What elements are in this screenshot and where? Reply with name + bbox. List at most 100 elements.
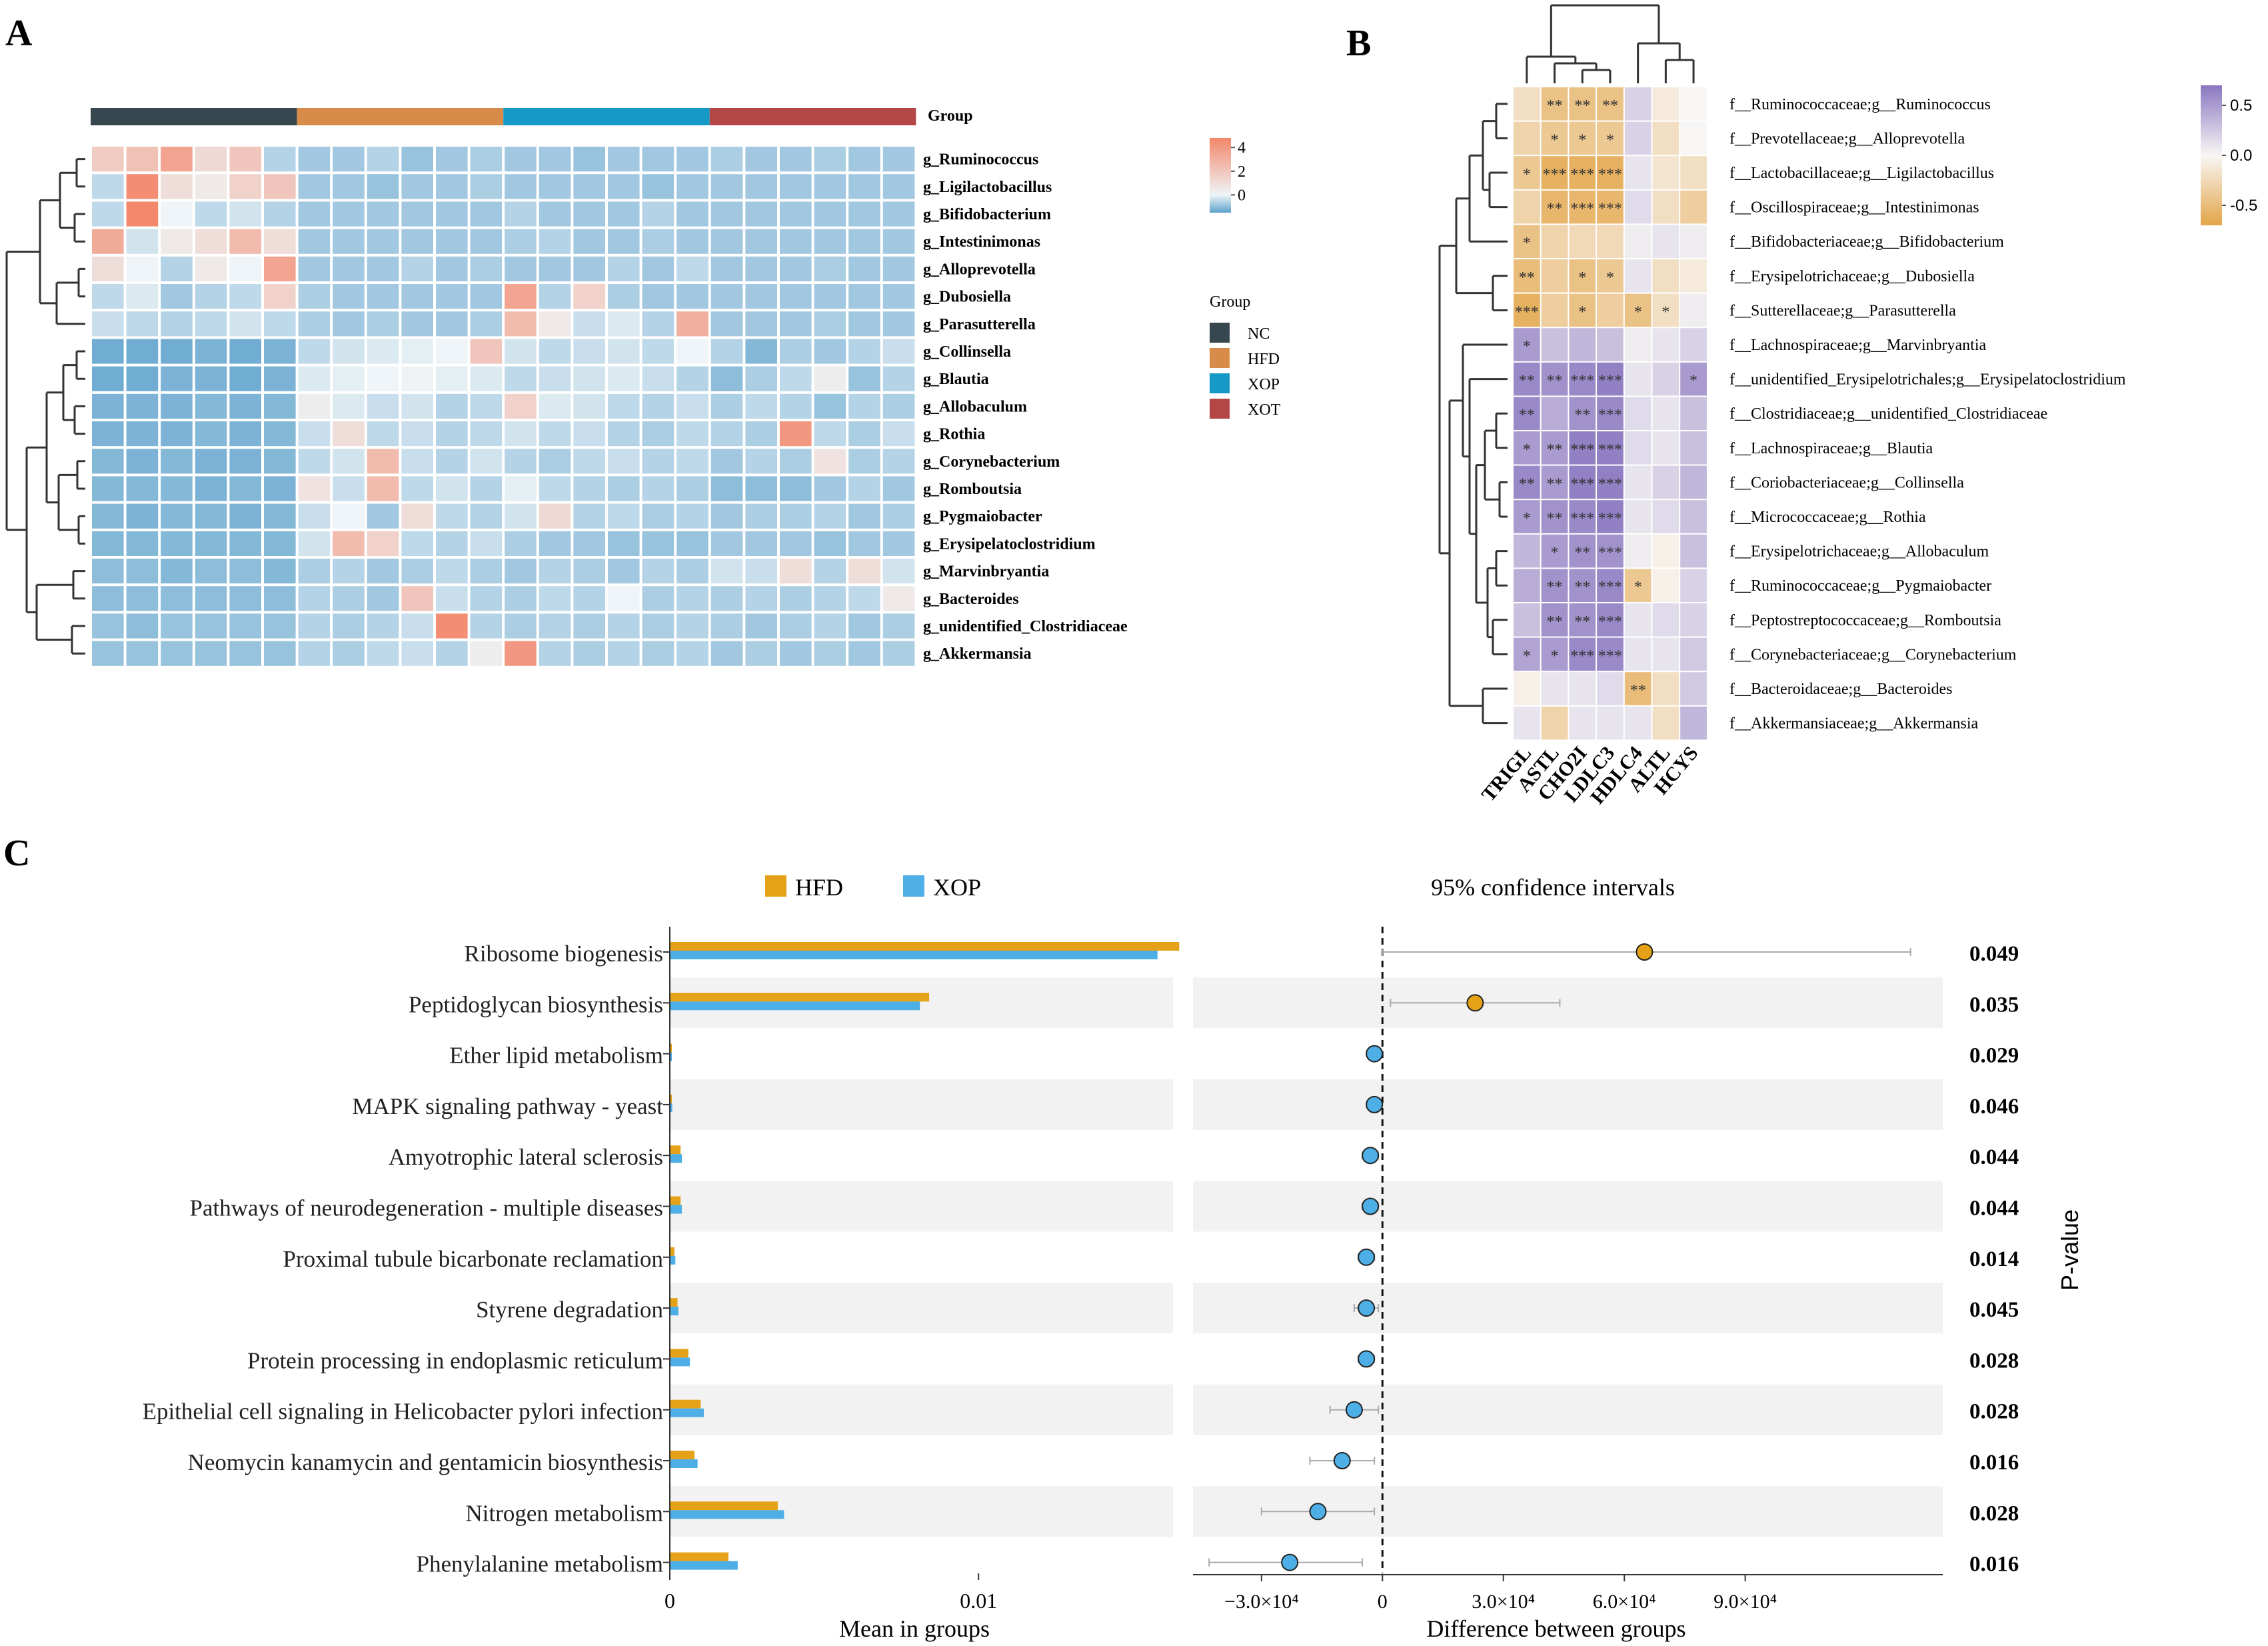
heatmap-a-cell [161, 311, 193, 337]
heatmap-a-cell [195, 393, 227, 419]
heatmap-a-cell [539, 339, 571, 364]
heatmap-a-cell [642, 393, 674, 419]
heatmap-a-cell [229, 421, 261, 447]
heatmap-a-cell [573, 449, 605, 474]
heatmap-a-row-label: g_Romboutsia [923, 481, 1022, 498]
heatmap-b-significance: *** [1570, 373, 1594, 390]
heatmap-a-cell [642, 586, 674, 611]
heatmap-b-significance: *** [1598, 201, 1622, 218]
bar-hfd [670, 1043, 672, 1053]
heatmap-b-cell [1514, 121, 1540, 155]
heatmap-b-cell [1514, 637, 1540, 671]
heatmap-b-significance: *** [1598, 166, 1622, 183]
heatmap-b-cell [1652, 569, 1680, 602]
heatmap-a-cell [710, 503, 743, 529]
heatmap-a-cell [161, 559, 193, 584]
pathway-label: Pathways of neurodegeneration - multiple… [190, 1195, 664, 1221]
ci-point [1345, 1401, 1363, 1419]
heatmap-a-cell [333, 147, 365, 172]
heatmap-b-significance: * [1523, 510, 1531, 527]
p-value: 0.014 [1969, 1247, 2019, 1271]
legend-a-label: XOT [1248, 401, 1281, 419]
heatmap-a-cell [745, 201, 777, 227]
heatmap-a-cell [401, 641, 433, 666]
ci-point [1281, 1553, 1299, 1571]
bar-panel-stripe [670, 1283, 1173, 1334]
heatmap-b-cell [1569, 362, 1596, 396]
heatmap-b-cell [1514, 431, 1540, 465]
heatmap-a-cell [505, 201, 537, 227]
heatmap-a-cell [401, 449, 433, 474]
heatmap-a-cell [126, 421, 159, 447]
heatmap-b-cell [1680, 225, 1707, 258]
heatmap-a-cell [573, 503, 605, 529]
heatmap-a-cell [814, 421, 846, 447]
heatmap-a-cell [608, 229, 640, 254]
heatmap-a-cell [848, 586, 880, 611]
heatmap-a-cell [710, 229, 743, 254]
heatmap-a-cell [436, 366, 468, 391]
heatmap-a-cell [92, 284, 124, 309]
heatmap-a-cell [436, 201, 468, 227]
heatmap-a-cell [161, 366, 193, 391]
heatmap-a-cell [573, 613, 605, 639]
heatmap-b-cell [1680, 534, 1707, 568]
bar-hfd [670, 1145, 681, 1155]
bar-xop [670, 1408, 704, 1417]
heatmap-b-row-label: f__Peptostreptococcaceae;g__Romboutsia [1729, 612, 2001, 629]
heatmap-a-cell [126, 339, 159, 364]
legend-c-swatch-hfd [765, 875, 786, 897]
heatmap-a-cell [92, 311, 124, 337]
heatmap-a-cell [92, 503, 124, 529]
heatmap-a-cell [229, 256, 261, 281]
ci-point [1636, 943, 1654, 961]
heatmap-a-cell [333, 201, 365, 227]
heatmap-b-significance: * [1551, 131, 1559, 149]
heatmap-a-cell [882, 476, 915, 501]
heatmap-a-cell [92, 366, 124, 391]
heatmap-b-significance: ** [1574, 613, 1590, 631]
heatmap-a-cell [298, 421, 331, 447]
heatmap-a-cell [848, 641, 880, 666]
heatmap-a-cell [333, 339, 365, 364]
heatmap-a-cell [436, 256, 468, 281]
heatmap-a-cell [780, 531, 812, 556]
heatmap-a-cell [92, 229, 124, 254]
heatmap-a-cell [745, 476, 777, 501]
heatmap-a-cell [539, 284, 571, 309]
heatmap-a-cell [229, 531, 261, 556]
p-value: 0.046 [1969, 1095, 2019, 1119]
heatmap-a-cell [882, 366, 915, 391]
heatmap-b-cell [1541, 87, 1568, 121]
heatmap-a-cell [608, 147, 640, 172]
p-value: 0.016 [1969, 1553, 2019, 1577]
heatmap-a-cell [195, 366, 227, 391]
heatmap-a-cell [367, 256, 399, 281]
p-value: 0.028 [1969, 1349, 2019, 1373]
heatmap-b-cell [1680, 156, 1707, 189]
heatmap-b-cell [1569, 121, 1596, 155]
heatmap-b-cell [1597, 362, 1624, 396]
ci-point [1362, 1147, 1380, 1165]
heatmap-a-cell [470, 613, 503, 639]
heatmap-a-cell [126, 174, 159, 199]
heatmap-b-cell [1597, 190, 1624, 224]
ci-point [1309, 1503, 1327, 1521]
heatmap-a-cell [505, 476, 537, 501]
heatmap-a-cell [745, 559, 777, 584]
heatmap-a-cell [573, 421, 605, 447]
heatmap-a-cell [780, 229, 812, 254]
heatmap-a-cell [608, 559, 640, 584]
heatmap-a-cell [814, 284, 846, 309]
heatmap-a-cell [676, 256, 708, 281]
bar-xop [670, 951, 1158, 959]
heatmap-a-cell [367, 311, 399, 337]
heatmap-a-cell [367, 174, 399, 199]
bar-hfd [670, 1196, 681, 1205]
heatmap-b-cell [1597, 431, 1624, 465]
ci-point [1358, 1350, 1376, 1368]
bar-hfd [670, 1552, 728, 1561]
heatmap-a-cell [814, 531, 846, 556]
heatmap-a-cell [229, 503, 261, 529]
heatmap-a-cell [814, 393, 846, 419]
